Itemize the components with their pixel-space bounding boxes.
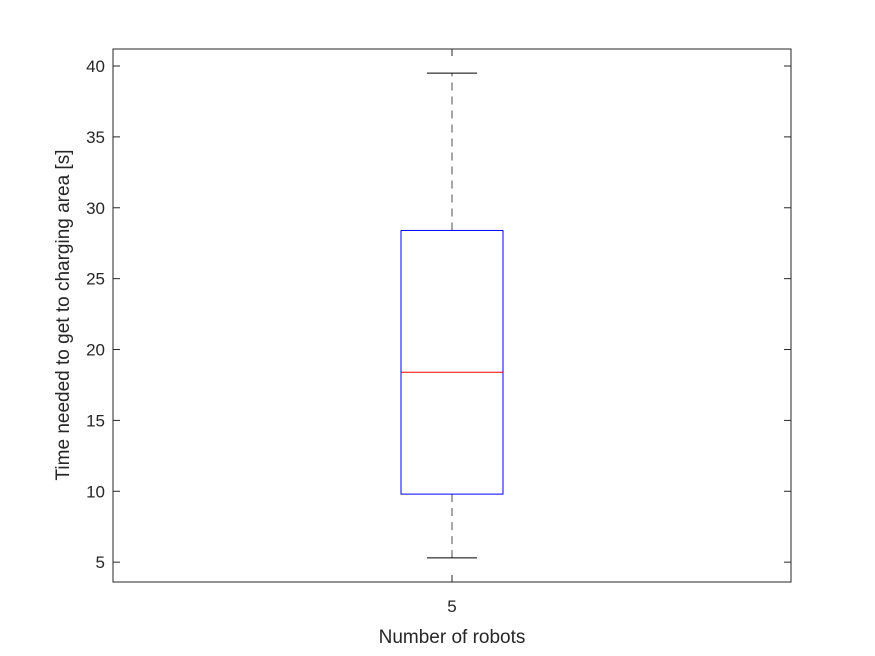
y-tick-label: 35 [86,128,105,147]
y-tick-label: 40 [86,57,105,76]
y-axis-label: Time needed to get to charging area [s] [53,150,74,481]
y-tick-label: 30 [86,199,105,218]
x-axis-label: Number of robots [379,627,526,648]
y-tick-label: 25 [86,270,105,289]
box-5 [400,72,504,559]
y-tick-label: 5 [96,553,105,572]
plot-area [112,48,792,583]
box-series [400,72,504,559]
box-iqr [400,229,504,495]
y-tick-label: 20 [86,341,105,360]
y-axis-ticks: 5 10 15 20 25 30 35 40 [86,57,791,572]
x-axis-ticks: 5 [447,49,457,616]
x-tick-label: 5 [447,597,456,616]
y-tick-label: 10 [86,482,105,501]
y-tick-label: 15 [86,411,105,430]
